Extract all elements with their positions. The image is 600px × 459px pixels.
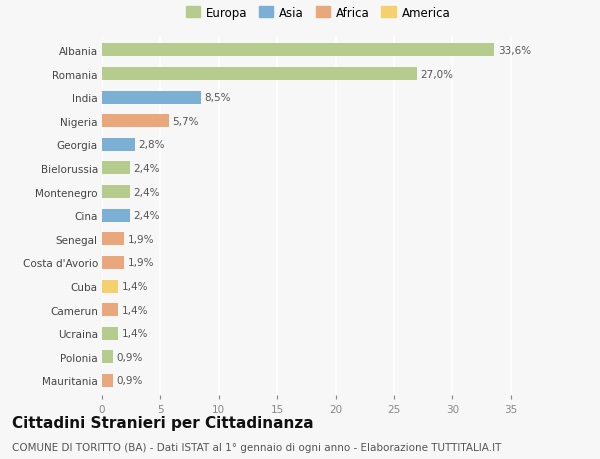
Bar [102, 115, 169, 128]
Text: 1,4%: 1,4% [122, 329, 148, 338]
Legend: Europa, Asia, Africa, America: Europa, Asia, Africa, America [186, 7, 450, 20]
Bar [102, 303, 118, 316]
Text: 1,4%: 1,4% [122, 281, 148, 291]
Bar [102, 186, 130, 199]
Text: 2,4%: 2,4% [134, 163, 160, 174]
Bar [102, 209, 130, 222]
Text: Cittadini Stranieri per Cittadinanza: Cittadini Stranieri per Cittadinanza [12, 415, 314, 431]
Bar [102, 374, 113, 387]
Bar [102, 233, 124, 246]
Bar [102, 139, 134, 151]
Bar [102, 257, 124, 269]
Text: 33,6%: 33,6% [498, 46, 531, 56]
Text: 2,8%: 2,8% [138, 140, 164, 150]
Bar [102, 351, 113, 364]
Bar [102, 327, 118, 340]
Bar [102, 91, 201, 105]
Text: COMUNE DI TORITTO (BA) - Dati ISTAT al 1° gennaio di ogni anno - Elaborazione TU: COMUNE DI TORITTO (BA) - Dati ISTAT al 1… [12, 442, 502, 452]
Text: 5,7%: 5,7% [172, 117, 199, 127]
Bar [102, 68, 417, 81]
Text: 27,0%: 27,0% [421, 69, 454, 79]
Text: 2,4%: 2,4% [134, 187, 160, 197]
Text: 0,9%: 0,9% [116, 375, 142, 386]
Text: 1,9%: 1,9% [128, 234, 154, 244]
Text: 0,9%: 0,9% [116, 352, 142, 362]
Text: 1,4%: 1,4% [122, 305, 148, 315]
Text: 2,4%: 2,4% [134, 211, 160, 221]
Bar [102, 45, 494, 57]
Bar [102, 162, 130, 175]
Bar [102, 280, 118, 293]
Text: 8,5%: 8,5% [205, 93, 231, 103]
Text: 1,9%: 1,9% [128, 258, 154, 268]
